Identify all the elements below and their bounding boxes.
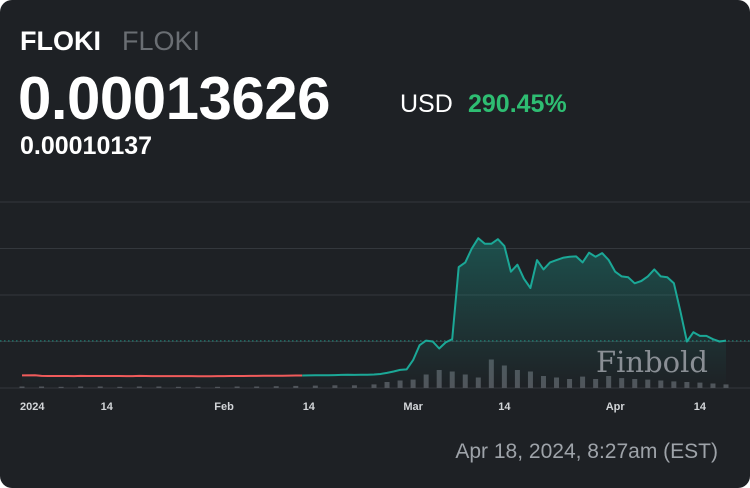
ticker-symbol: FLOKI [20, 26, 101, 56]
finbold-watermark: Finbold [596, 345, 708, 379]
price-chart: 2024 14 Feb 14 Mar 14 Apr 14 [0, 201, 750, 413]
x-tick-label: 14 [694, 401, 707, 413]
price-line [21, 374, 303, 378]
x-tick-label: 14 [498, 401, 511, 413]
x-tick-label: 2024 [20, 401, 45, 413]
asset-name: FLOKI [122, 26, 201, 56]
current-price: 0.00013626 [18, 65, 331, 132]
price-line [302, 237, 727, 377]
x-tick-label: Feb [214, 401, 234, 413]
timestamp: Apr 18, 2024, 8:27am (EST) [455, 440, 718, 463]
x-tick-label: Mar [403, 401, 423, 413]
start-price: 0.00010137 [20, 132, 153, 160]
x-tick-label: Apr [606, 401, 626, 413]
percent-change: 290.45% [468, 90, 567, 118]
price-area [22, 238, 726, 388]
currency-label: USD [400, 90, 453, 118]
x-tick-label: 14 [303, 401, 316, 413]
x-tick-label: 14 [101, 401, 114, 413]
